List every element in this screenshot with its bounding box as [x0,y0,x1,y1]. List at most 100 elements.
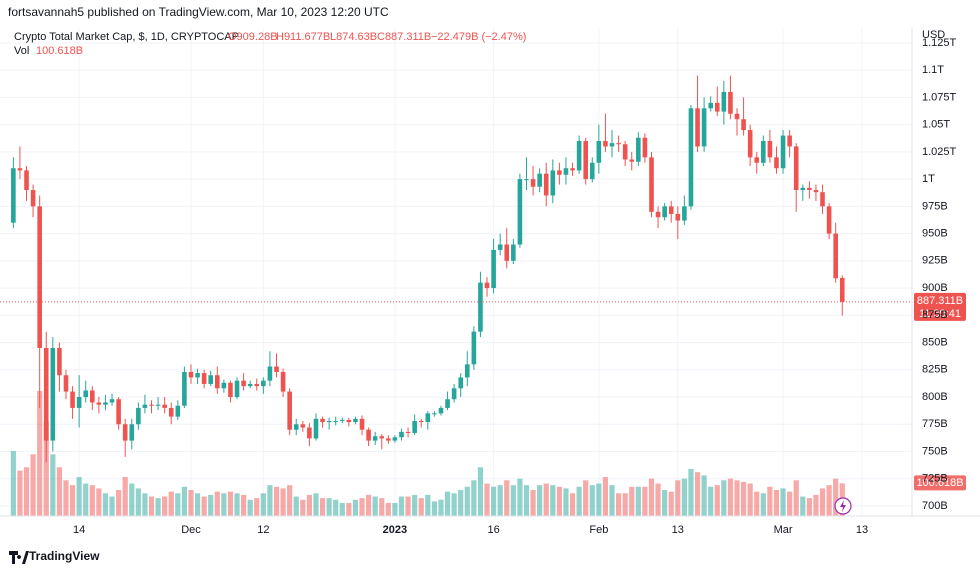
brand: TradingView [29,549,100,563]
volume-bar [569,493,576,516]
volume-bar [576,486,582,516]
volume-bar [793,480,799,516]
candle-body [386,438,391,441]
candle-body [392,437,398,441]
candle-body [767,140,773,158]
candle-body [787,135,792,147]
candle-body [734,113,740,120]
volume-bar [326,498,332,516]
volume-bar [234,493,240,516]
candle-body [261,380,266,387]
volume-bar [339,503,345,516]
candle-body [491,249,496,289]
legend-close: C887.311B [377,31,431,43]
volume-bar [675,480,681,516]
volume-bar [490,486,497,516]
y-tick-label: 850B [922,336,948,348]
candle-body [497,244,503,250]
candle-body [820,192,825,207]
candle-body [616,143,621,145]
candle-body [425,413,431,423]
volume-bar [662,490,668,516]
candle-body [701,108,707,147]
volume-bar [629,486,635,516]
volume-bar [306,494,312,516]
x-tick-label: 14 [73,524,85,536]
candle-body [254,383,260,387]
candle-body [451,388,457,400]
chart-title: Crypto Total Market Cap, $, 1D, CRYPTOCA… [14,31,239,43]
volume-bar [431,501,437,516]
volume-bar [201,496,207,516]
candle-body [721,91,727,112]
volume-bar [109,496,115,516]
y-tick-label: 700B [922,500,948,512]
candle-body [550,170,556,196]
volume-bar [484,483,490,516]
candle-body [688,108,694,207]
candle-body [228,382,233,398]
volume-bar [464,486,470,516]
candle-body [109,399,115,403]
candle-body [313,418,319,439]
volume-bar [510,485,516,516]
volume-bar [523,485,530,516]
candle-body [543,173,549,196]
volume-bar [37,391,43,516]
candle-body [807,187,812,191]
y-tick-label: 825B [922,364,948,376]
volume-bar [63,480,69,516]
candle-body [761,140,766,163]
volume-bar [287,485,293,516]
legend-volume: 100.618B [36,45,83,57]
volume-bar [563,488,569,516]
volume-bar [10,451,16,516]
candle-body [662,206,667,218]
volume-bar [102,493,109,516]
volume-bar [50,454,56,516]
candle-body [43,347,49,441]
volume-bar [701,475,707,516]
volume-bar [208,494,214,516]
volume-bar [543,483,549,516]
volume-bar [767,486,773,516]
volume-bar [379,498,385,516]
legend-volume-name: Vol [14,45,29,57]
candle-body [780,135,786,169]
candle-body [826,206,832,234]
volume-bar [615,493,622,516]
volume-bar [188,490,194,516]
volume-bar [800,496,806,516]
candle-body [142,404,148,408]
candle-body [839,277,845,302]
candle-body [682,206,687,221]
candle-body [695,108,700,147]
candle-body [57,347,62,376]
candle-body [372,436,378,441]
candle-body [379,436,385,439]
volume-bar [635,486,641,516]
x-tick-label: Dec [181,524,201,536]
volume-bar [721,480,727,516]
volume-bar [668,491,674,516]
volume-bar [477,467,484,516]
candle-body [728,91,733,114]
volume-bar [655,483,661,516]
volume-bar [69,485,76,516]
volume-bar [122,477,128,516]
candle-body [668,206,674,214]
candle-body [636,137,641,162]
candle-body [603,140,608,147]
replay-icon[interactable] [834,497,852,515]
candle-body [76,397,82,408]
volume-bar [129,483,135,516]
volume-bar [333,499,339,516]
candle-body [221,382,227,389]
volume-bar [727,478,734,516]
candle-body [418,420,424,423]
volume-bar [319,498,326,516]
volume-bar [826,485,832,516]
volume-bar [194,493,201,516]
volume-bar [398,496,405,516]
y-tick-label: 1.1T [922,64,944,76]
